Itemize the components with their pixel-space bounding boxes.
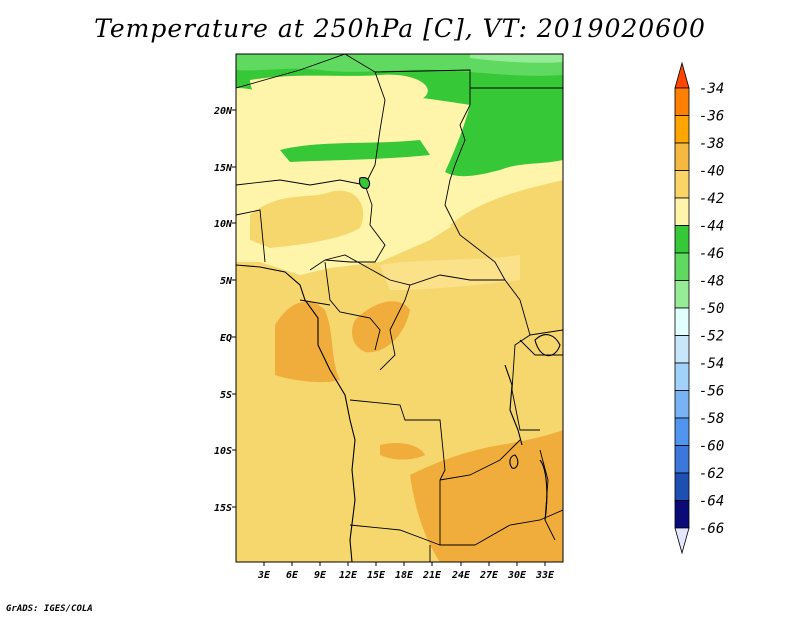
colorbar-label: -46 <box>699 246 724 262</box>
border-libya-chad <box>374 69 471 105</box>
border-drc-east <box>511 299 540 431</box>
colorbar-swatch <box>674 335 690 364</box>
border-uganda-tz <box>519 339 563 356</box>
lon-tick-label: 24E <box>451 570 471 581</box>
lat-tick-label: 10N <box>214 219 233 230</box>
band-46-north <box>236 54 563 76</box>
colorbar-label: -40 <box>699 164 724 180</box>
colorbar-swatch <box>674 472 690 501</box>
lake-mweru <box>509 454 519 469</box>
border-uganda <box>529 329 563 336</box>
lake-tanganyika <box>504 364 523 446</box>
colorbar-swatch <box>674 390 690 419</box>
colorbar-swatch <box>674 280 690 309</box>
lon-tick-label: 3E <box>257 570 271 581</box>
patch-38-congo <box>352 301 410 353</box>
border-angola-drc <box>349 399 446 481</box>
atlantic-coast <box>236 264 356 562</box>
border-cameroon-congo <box>324 261 381 351</box>
lon-tick-label: 15E <box>367 570 386 581</box>
lat-tick-label: 20N <box>213 106 233 117</box>
colorbar-label: -34 <box>699 81 724 97</box>
lake-victoria <box>534 334 561 357</box>
longitude-axis: 3E 6E 9E 12E 15E 18E 21E 24E 27E 30E 33E <box>257 562 555 581</box>
colorbar-label: -42 <box>699 191 724 207</box>
colorbar-label: -54 <box>699 356 724 372</box>
colorbar-swatch <box>674 362 690 391</box>
border-zambia-drc <box>439 439 521 481</box>
patch-38-zambia <box>410 430 563 562</box>
colorbar-swatch <box>674 170 690 199</box>
colorbar-label: -56 <box>699 384 724 400</box>
border-benin <box>236 209 266 263</box>
country-borders <box>236 54 563 562</box>
colorbar-swatch <box>674 142 690 171</box>
colorbar-label: -44 <box>699 219 724 235</box>
border-niger-nigeria <box>236 179 366 186</box>
patch-40-nigeria <box>250 190 364 248</box>
colorbar-swatch <box>674 307 690 336</box>
map-frame <box>235 53 564 563</box>
lat-tick-label: 15S <box>214 503 232 514</box>
border-chad-sudan <box>444 104 506 281</box>
colorbar-label: -64 <box>699 494 724 510</box>
border-congo-drc <box>379 284 411 371</box>
colorbar-label: -62 <box>699 466 724 482</box>
colorbar-label: -50 <box>699 301 724 317</box>
patch-40-east <box>450 180 563 265</box>
colorbar-swatch <box>674 445 690 474</box>
lat-tick-label: 5N <box>220 276 233 287</box>
border-niger-chad <box>344 54 386 186</box>
grads-credit: GrADS: IGES/COLA <box>6 604 93 614</box>
colorbar-label: -38 <box>699 136 724 152</box>
lat-tick-label: 5S <box>220 390 232 401</box>
streak-44-chad <box>280 140 430 162</box>
patch-42-sahara <box>250 74 428 103</box>
colorbar-label: -60 <box>699 439 724 455</box>
colorbar-swatch <box>674 500 690 529</box>
lake-chad <box>358 177 371 189</box>
colorbar: -34 -36 -38 -40 -42 -44 -46 -48 -50 -52 -54 -56 -58 -… <box>674 61 724 555</box>
lake-malawi <box>539 459 548 521</box>
patch-38-angola <box>380 443 425 460</box>
border-chad-car <box>324 184 386 263</box>
coastline <box>236 177 561 562</box>
colorbar-label: -52 <box>699 329 724 345</box>
lat-tick-label: 15N <box>214 163 233 174</box>
temperature-field <box>236 54 563 562</box>
chart-title: Temperature at 250hPa [C], VT: 201902060… <box>94 14 706 43</box>
colorbar-top-arrow <box>674 61 690 89</box>
border-angola-namibia <box>349 524 441 546</box>
colorbar-label: -48 <box>699 274 724 290</box>
colorbar-swatch <box>674 197 690 226</box>
colorbar-swatch <box>674 87 690 116</box>
lon-tick-label: 33E <box>535 570 555 581</box>
lon-tick-label: 30E <box>507 570 527 581</box>
border-zambia-zimbabwe <box>474 509 563 546</box>
colorbar-swatch <box>674 115 690 144</box>
colorbar-swatch <box>674 417 690 446</box>
colorbar-swatch <box>674 252 690 281</box>
colorbar-swatch <box>674 225 690 254</box>
patch-38-gabon-sea <box>275 301 340 383</box>
band-48-north <box>470 54 563 63</box>
lon-tick-label: 21E <box>422 570 442 581</box>
lon-tick-label: 27E <box>479 570 499 581</box>
lat-tick-label: EQ <box>220 333 232 344</box>
patch-41-transition <box>380 255 520 290</box>
lon-tick-label: 9E <box>314 570 327 581</box>
colorbar-label: -58 <box>699 411 724 427</box>
colorbar-bottom-arrow <box>674 527 690 555</box>
latitude-axis: 20N 15N 10N 5N EQ 5S 10S 15S <box>213 106 236 514</box>
border-car-drc <box>309 254 521 301</box>
lat-tick-label: 10S <box>214 446 232 457</box>
colorbar-label: -36 <box>699 109 724 125</box>
colorbar-label: -66 <box>699 521 724 537</box>
lon-tick-label: 12E <box>339 570 358 581</box>
lon-tick-label: 6E <box>286 570 299 581</box>
border-niger-algeria <box>236 54 346 89</box>
lon-tick-label: 18E <box>395 570 414 581</box>
